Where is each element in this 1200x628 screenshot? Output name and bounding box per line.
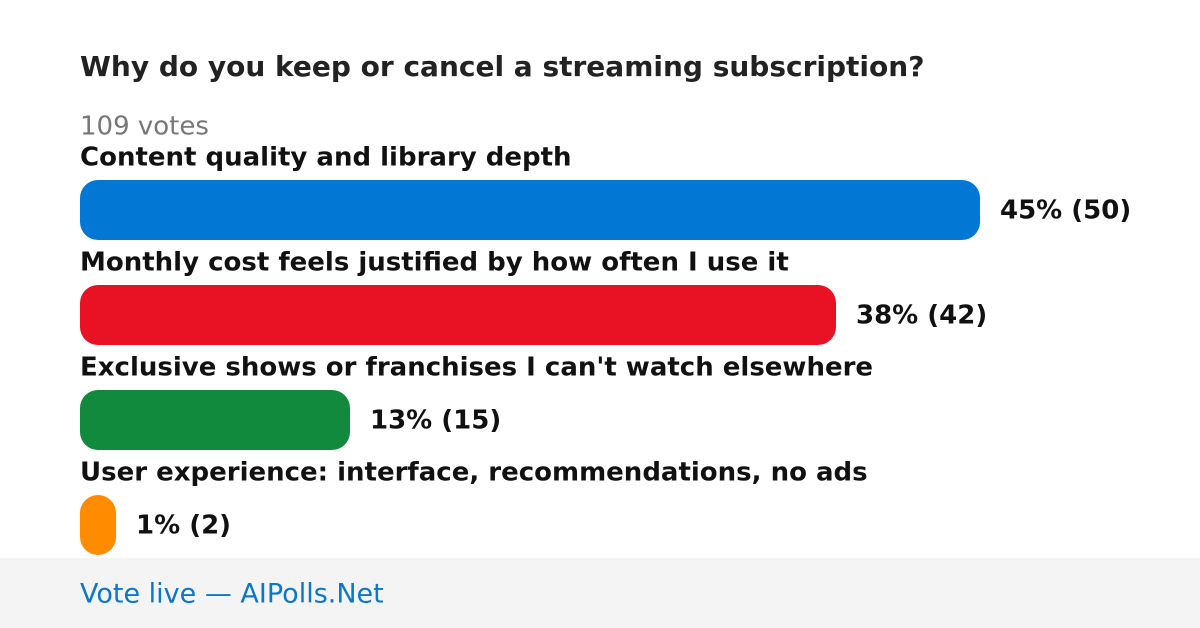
poll-title: Why do you keep or cancel a streaming su… [80,50,924,83]
option-label: Exclusive shows or franchises I can't wa… [80,353,873,383]
value-label: 45% (50) [1000,196,1131,226]
value-label: 13% (15) [370,406,501,436]
vote-count: 109 votes [80,112,209,142]
option-label: Monthly cost feels justified by how ofte… [80,248,789,278]
bar [80,495,116,555]
value-label: 38% (42) [856,301,987,331]
option-label: Content quality and library depth [80,143,572,173]
bar [80,180,980,240]
bar [80,390,350,450]
bar [80,285,836,345]
footer-band [0,558,1200,628]
footer-link[interactable]: Vote live — AIPolls.Net [80,579,384,610]
value-label: 1% (2) [136,511,231,541]
option-label: User experience: interface, recommendati… [80,458,868,488]
